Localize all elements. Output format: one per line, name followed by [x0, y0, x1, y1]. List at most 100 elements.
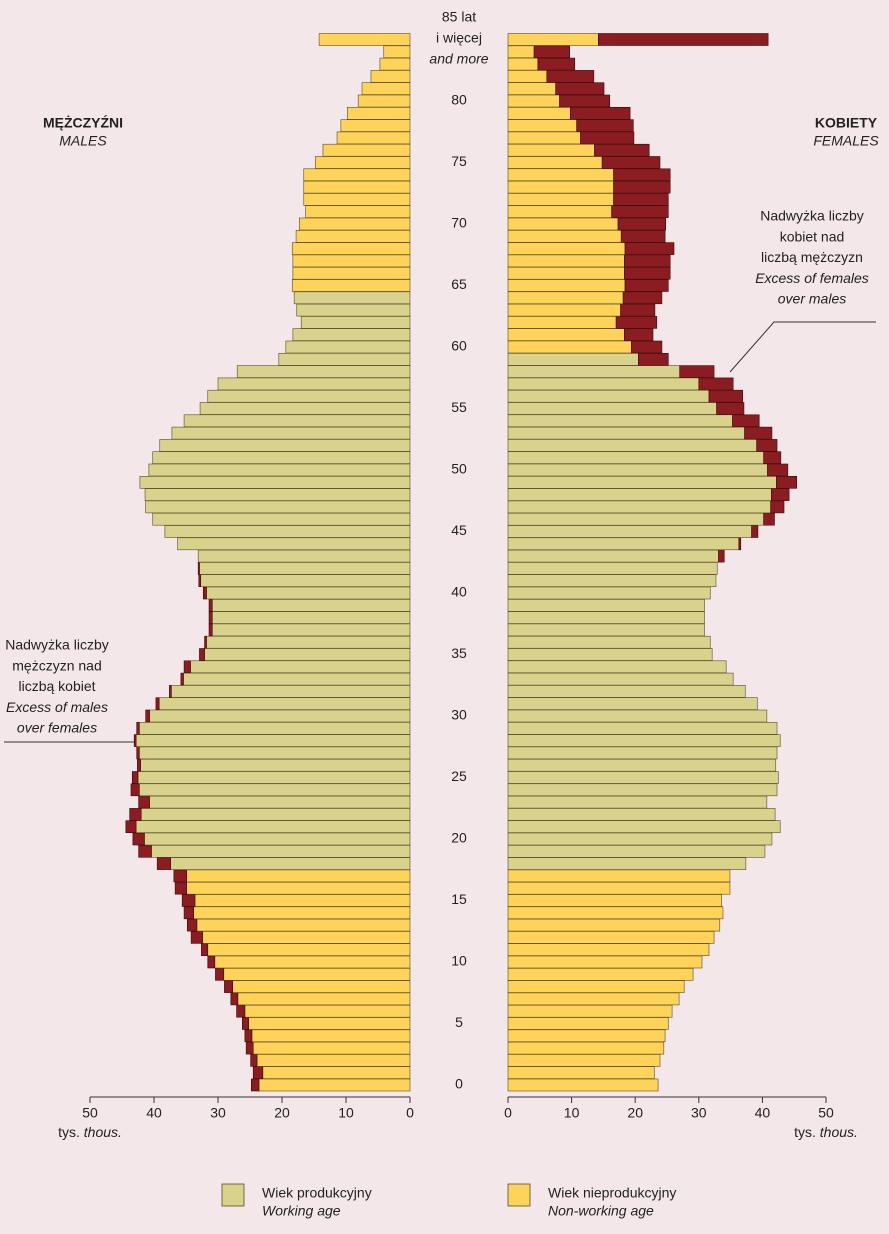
excess-bar: [208, 623, 213, 637]
bar: [507, 266, 625, 280]
bar: [137, 771, 411, 784]
bar: [507, 328, 625, 342]
annotation-en: Excess of females: [755, 270, 869, 286]
excess-bar: [716, 402, 745, 415]
bar: [507, 771, 779, 784]
bar: [170, 857, 411, 870]
excess-bar: [570, 107, 631, 120]
bar: [159, 439, 411, 452]
bar: [296, 303, 411, 317]
excess-bar: [207, 955, 216, 969]
bar: [199, 402, 411, 415]
x-tick-label: 30: [210, 1105, 226, 1121]
bar: [507, 70, 548, 83]
bar: [507, 414, 733, 428]
bar: [507, 844, 766, 858]
bar: [291, 242, 411, 255]
bar: [507, 291, 624, 305]
bar: [244, 1004, 411, 1018]
age-label: 25: [451, 768, 467, 784]
bar: [278, 352, 411, 366]
bar: [507, 1054, 661, 1067]
excess-bar: [224, 980, 234, 993]
bar: [190, 660, 411, 674]
bar: [303, 168, 411, 182]
excess-bar: [199, 648, 205, 661]
excess-bar: [776, 475, 798, 489]
bar: [507, 512, 764, 526]
age-label: 55: [451, 399, 467, 415]
bar: [298, 217, 411, 231]
excess-bar: [236, 1004, 246, 1018]
bar: [357, 94, 411, 108]
bar: [507, 795, 768, 809]
bar: [507, 660, 727, 674]
excess-bar: [250, 1078, 260, 1092]
x-tick-label: 10: [564, 1105, 580, 1121]
bar: [507, 488, 772, 501]
age-label: 80: [451, 92, 467, 108]
bar: [507, 82, 557, 95]
bar: [158, 697, 411, 711]
unit-label: tys. thous.: [794, 1124, 858, 1140]
bar: [507, 881, 731, 895]
bar: [285, 340, 411, 354]
excess-bar: [576, 119, 634, 132]
legend-label-en: Working age: [262, 1203, 341, 1219]
bar: [183, 672, 411, 686]
bar: [199, 562, 411, 575]
bar: [507, 537, 740, 551]
bar: [507, 439, 757, 452]
bar: [206, 635, 411, 649]
excess-bar: [624, 242, 675, 255]
bar: [507, 894, 722, 907]
bar: [346, 107, 411, 120]
female-annotation-leader: [729, 321, 876, 373]
bar: [507, 869, 731, 883]
bar: [293, 291, 411, 305]
legend-swatch: [221, 1183, 245, 1207]
males-label: MĘŻCZYŹNI: [43, 115, 123, 131]
bar: [507, 685, 746, 698]
excess-bar: [230, 992, 239, 1006]
age-label-extra: and more: [429, 51, 488, 67]
bar: [507, 598, 705, 612]
x-tick-label: 10: [338, 1105, 354, 1121]
excess-bar: [181, 894, 196, 907]
bar: [314, 156, 411, 169]
bar: [151, 844, 411, 858]
bar: [336, 131, 411, 145]
x-tick-label: 20: [627, 1105, 643, 1121]
bar: [507, 377, 700, 391]
bar: [183, 414, 411, 428]
bar: [303, 193, 411, 206]
annotation: mężczyzn nad: [12, 657, 101, 673]
annotation: Nadwyżka liczby: [760, 208, 863, 224]
excess-bar: [173, 869, 187, 883]
bar: [507, 340, 632, 354]
excess-bar: [622, 291, 663, 305]
bar: [507, 119, 577, 132]
excess-bar: [718, 549, 725, 563]
excess-bar: [615, 316, 658, 329]
males-label-en: MALES: [59, 133, 107, 149]
excess-bar: [242, 1017, 250, 1030]
bar: [200, 574, 411, 588]
bar: [138, 721, 411, 735]
bar: [236, 365, 411, 378]
bar: [196, 918, 411, 932]
excess-bar: [624, 266, 671, 280]
excess-bar: [598, 33, 769, 46]
bar: [211, 598, 411, 612]
bar: [507, 1017, 669, 1030]
bar: [507, 45, 535, 59]
excess-bar: [624, 254, 671, 268]
excess-bar: [559, 94, 611, 108]
legend-label: Wiek nieprodukcyjny: [548, 1185, 676, 1201]
excess-bar: [208, 598, 213, 612]
age-label: 85 lat: [442, 9, 476, 25]
bar: [186, 869, 411, 883]
annotation: liczbą mężczyzn: [761, 249, 863, 265]
bar: [507, 931, 715, 944]
age-label: 30: [451, 707, 467, 723]
